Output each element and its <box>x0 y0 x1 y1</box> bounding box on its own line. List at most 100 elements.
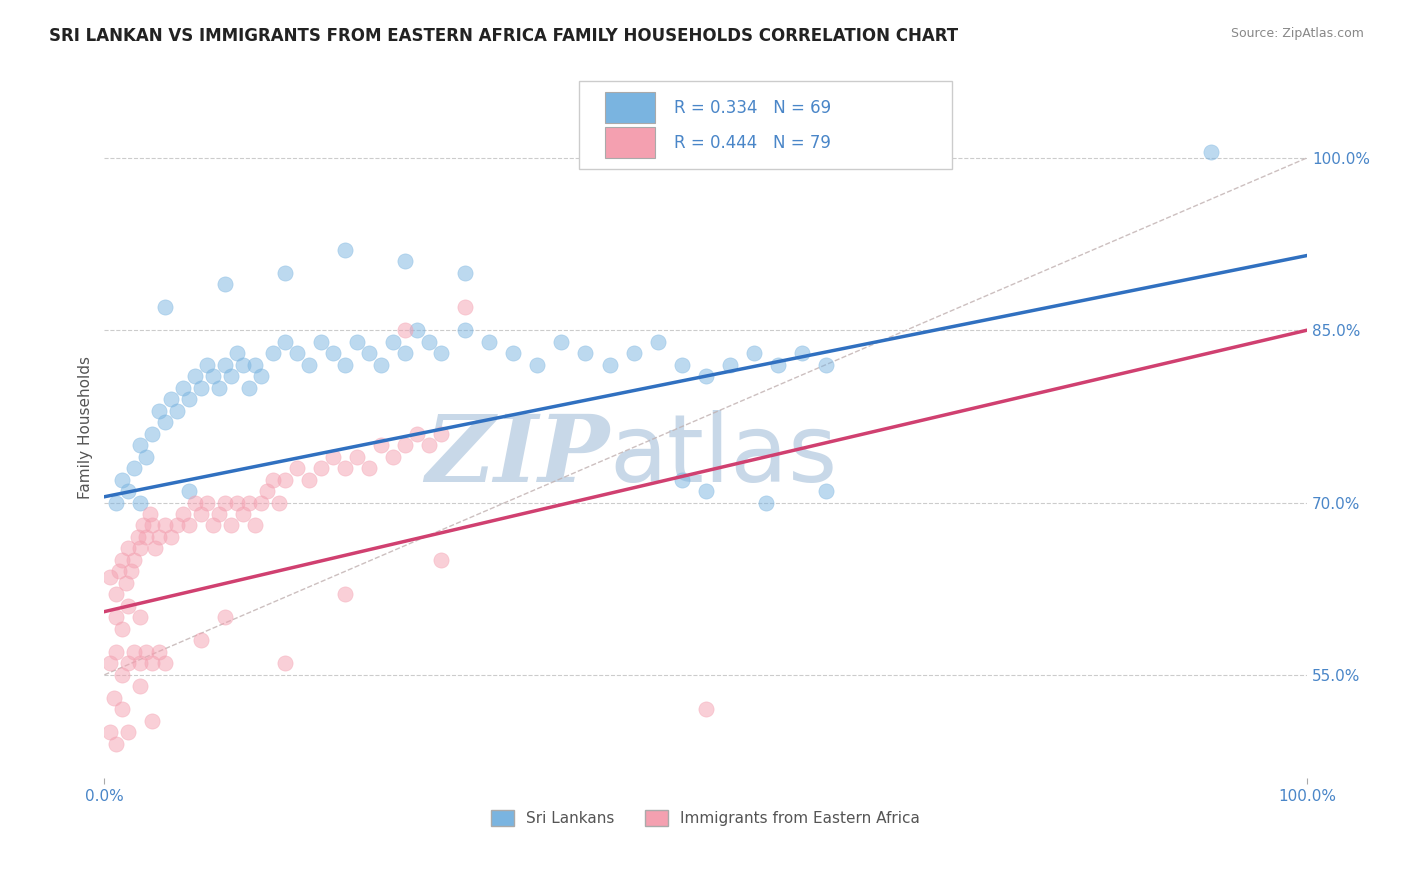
Point <box>117 541 139 556</box>
Point <box>430 553 453 567</box>
Point <box>129 541 152 556</box>
Point <box>346 334 368 349</box>
Point <box>219 518 242 533</box>
Point <box>129 610 152 624</box>
Point <box>718 358 741 372</box>
Point <box>333 461 356 475</box>
Point <box>111 553 134 567</box>
Point <box>166 403 188 417</box>
Point <box>346 450 368 464</box>
Point <box>214 358 236 372</box>
Point <box>394 254 416 268</box>
Point <box>100 725 122 739</box>
Point <box>177 483 200 498</box>
Point <box>298 358 321 372</box>
Point <box>208 507 231 521</box>
Point <box>105 737 128 751</box>
Point <box>274 657 297 671</box>
Point <box>219 369 242 384</box>
Point <box>159 530 181 544</box>
Point <box>195 358 218 372</box>
Point <box>124 553 146 567</box>
Point <box>148 403 170 417</box>
Point <box>172 507 194 521</box>
Point <box>406 426 429 441</box>
Point <box>309 334 332 349</box>
Point <box>232 358 254 372</box>
Point <box>141 518 163 533</box>
Point <box>742 346 765 360</box>
Point <box>262 473 284 487</box>
Point <box>430 426 453 441</box>
Point <box>370 438 392 452</box>
Point <box>153 300 176 314</box>
Point <box>190 507 212 521</box>
Point <box>124 645 146 659</box>
Point <box>225 346 247 360</box>
Point <box>172 381 194 395</box>
Point <box>262 346 284 360</box>
Point <box>143 541 166 556</box>
Point <box>103 690 125 705</box>
Point <box>382 334 405 349</box>
Point <box>148 530 170 544</box>
Point <box>166 518 188 533</box>
Point <box>766 358 789 372</box>
Point <box>129 679 152 693</box>
Point <box>406 323 429 337</box>
Point <box>298 473 321 487</box>
Point <box>214 610 236 624</box>
Text: Source: ZipAtlas.com: Source: ZipAtlas.com <box>1230 27 1364 40</box>
Point <box>111 473 134 487</box>
Point <box>695 483 717 498</box>
Point <box>599 358 621 372</box>
Point <box>135 645 157 659</box>
Point <box>502 346 524 360</box>
Text: R = 0.444   N = 79: R = 0.444 N = 79 <box>675 134 831 152</box>
Point <box>214 495 236 509</box>
Point <box>129 657 152 671</box>
Point <box>322 450 344 464</box>
Text: SRI LANKAN VS IMMIGRANTS FROM EASTERN AFRICA FAMILY HOUSEHOLDS CORRELATION CHART: SRI LANKAN VS IMMIGRANTS FROM EASTERN AF… <box>49 27 959 45</box>
FancyBboxPatch shape <box>605 128 655 158</box>
Point <box>322 346 344 360</box>
Point <box>100 657 122 671</box>
Point <box>454 300 477 314</box>
Point <box>177 518 200 533</box>
Point <box>274 473 297 487</box>
Point <box>100 570 122 584</box>
Point <box>214 277 236 292</box>
Point <box>120 565 142 579</box>
Point <box>148 645 170 659</box>
Point <box>108 565 131 579</box>
Point <box>129 438 152 452</box>
Point <box>105 587 128 601</box>
Point <box>153 518 176 533</box>
Point <box>129 495 152 509</box>
Point <box>117 657 139 671</box>
Point <box>695 369 717 384</box>
Point <box>333 243 356 257</box>
Point <box>153 415 176 429</box>
Legend: Sri Lankans, Immigrants from Eastern Africa: Sri Lankans, Immigrants from Eastern Afr… <box>484 803 928 834</box>
Point <box>274 266 297 280</box>
Point <box>183 369 205 384</box>
Point <box>208 381 231 395</box>
Point <box>357 461 380 475</box>
Point <box>238 381 260 395</box>
Point <box>105 495 128 509</box>
Text: R = 0.334   N = 69: R = 0.334 N = 69 <box>675 99 831 117</box>
Point <box>256 483 278 498</box>
Point <box>418 334 440 349</box>
Point <box>124 461 146 475</box>
Point <box>394 346 416 360</box>
Point <box>201 369 224 384</box>
Point <box>177 392 200 406</box>
Point <box>394 438 416 452</box>
Point <box>195 495 218 509</box>
Point <box>243 358 266 372</box>
Y-axis label: Family Households: Family Households <box>79 356 93 500</box>
Point <box>623 346 645 360</box>
Point <box>190 633 212 648</box>
Point <box>695 702 717 716</box>
